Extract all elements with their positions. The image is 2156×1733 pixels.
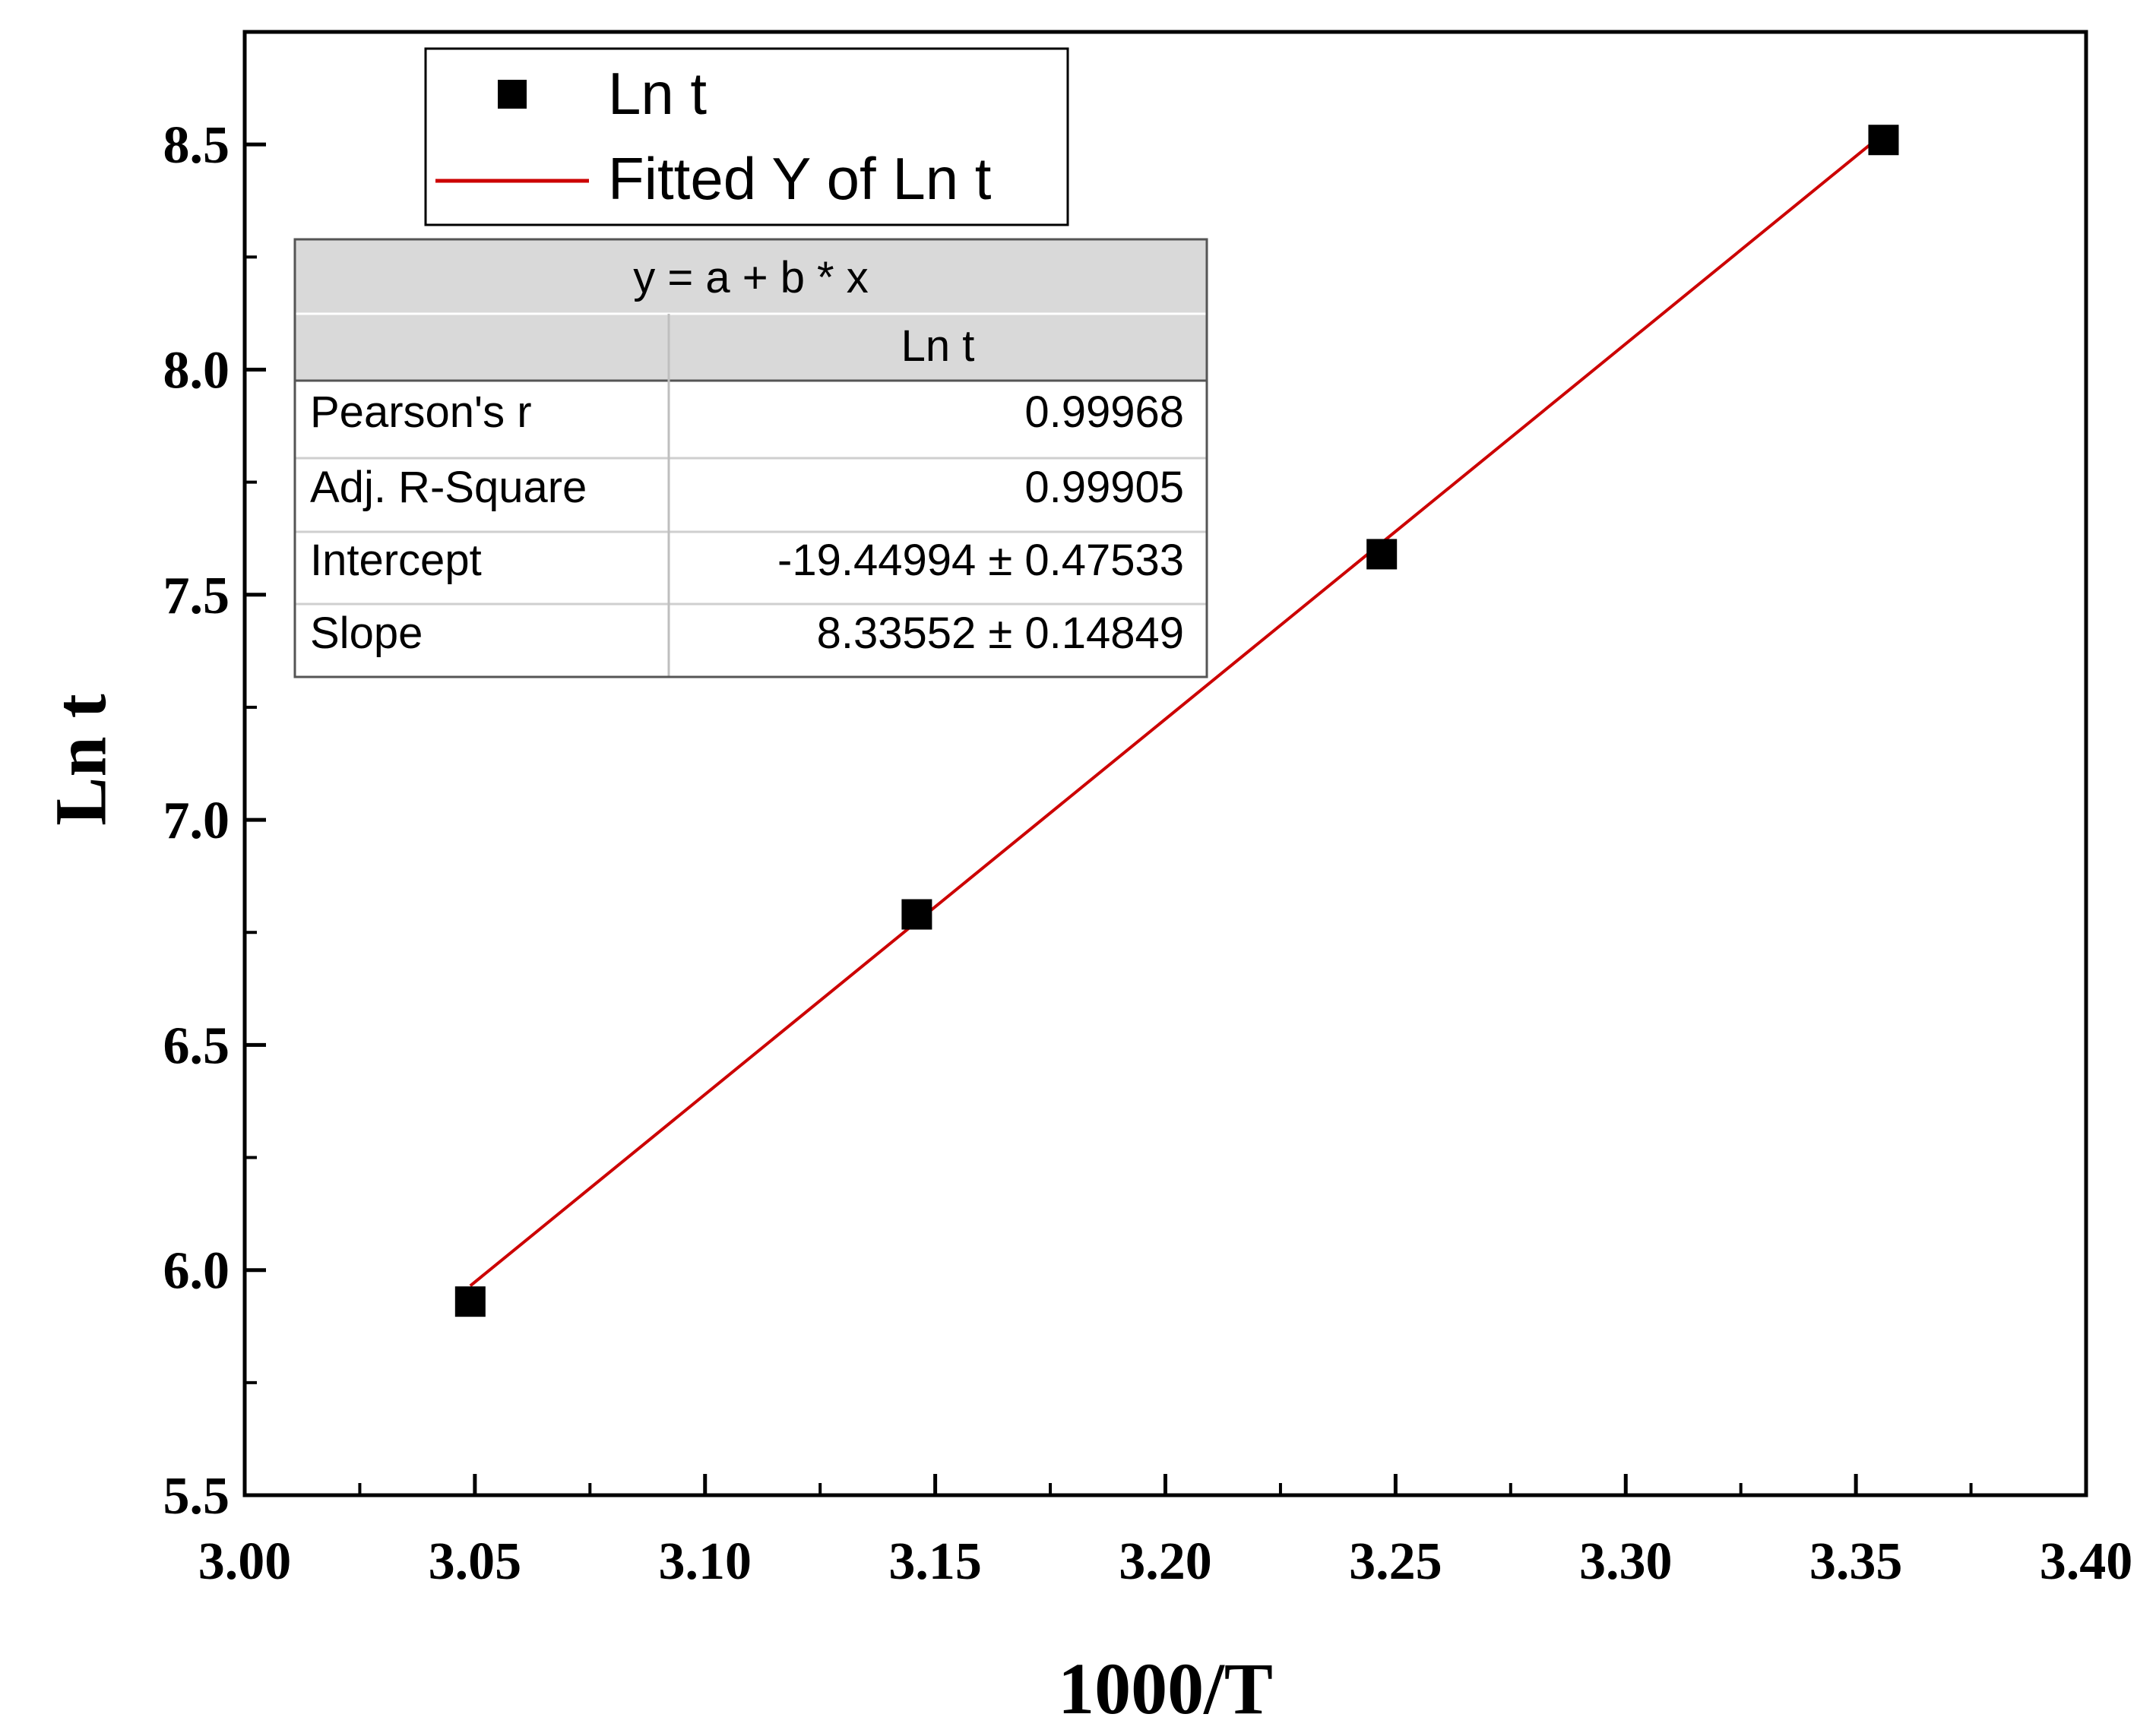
table-body-bg: [295, 381, 1207, 677]
y-axis-ticks: [245, 30, 266, 1497]
data-point: [901, 899, 932, 930]
data-point: [454, 1286, 486, 1317]
table-equation: y = a + b * x: [633, 253, 869, 302]
y-tick-label: 5.5: [163, 1467, 230, 1526]
table-row-value: -19.44994 ± 0.47533: [777, 536, 1184, 585]
fit-line: [469, 132, 1885, 1287]
legend-label-series: Ln t: [608, 60, 707, 127]
x-tick-label: 3.15: [888, 1532, 982, 1591]
x-tick-label: 3.40: [2040, 1532, 2133, 1591]
legend-box: [424, 47, 1069, 226]
scatter-points-layer: [454, 125, 1899, 1317]
table-header-row-bg: [295, 314, 1207, 381]
table-row-label: Intercept: [310, 536, 482, 585]
table-row-value: 0.99968: [1024, 387, 1184, 437]
x-axis-ticks: [242, 1474, 2088, 1495]
x-tick-label: 3.30: [1579, 1532, 1673, 1591]
legend-label-fit: Fitted Y of Ln t: [608, 145, 992, 212]
fit-line-layer: [469, 132, 1885, 1287]
table-equation-row-bg: [295, 239, 1207, 314]
x-axis-title: 1000/T: [1058, 1648, 1273, 1729]
x-tick-label: 3.05: [429, 1532, 522, 1591]
x-axis-tick-labels: 3.00 3.05 3.10 3.15 3.20 3.25 3.30 3.35 3.40: [198, 1532, 2133, 1591]
x-tick-label: 3.00: [198, 1532, 292, 1591]
table-row-label: Adj. R-Square: [310, 463, 587, 512]
x-tick-label: 3.20: [1119, 1532, 1212, 1591]
y-tick-label: 8.0: [163, 341, 230, 400]
x-tick-label: 3.10: [659, 1532, 752, 1591]
y-axis-tick-labels: 5.5 6.0 6.5 7.0 7.5 8.0 8.5: [163, 116, 230, 1526]
legend-marker-square: [498, 80, 527, 109]
table-row-value: 0.99905: [1024, 463, 1184, 512]
y-tick-label: 6.0: [163, 1242, 230, 1301]
x-tick-label: 3.25: [1349, 1532, 1442, 1591]
table-row-label: Slope: [310, 609, 423, 658]
fit-table: y = a + b * x Ln t Pearson's r 0.99968 A…: [293, 238, 1208, 678]
y-tick-label: 6.5: [163, 1017, 230, 1075]
legend: Ln t Fitted Y of Ln t: [424, 47, 1069, 226]
table-row-value: 8.33552 ± 0.14849: [817, 609, 1184, 658]
x-tick-label: 3.35: [1809, 1532, 1903, 1591]
y-tick-label: 7.5: [163, 567, 230, 625]
table-border: [293, 238, 1208, 678]
data-point: [1868, 125, 1899, 156]
table-row-label: Pearson's r: [310, 387, 532, 437]
table-column-header: Ln t: [901, 321, 975, 371]
y-tick-label: 7.0: [163, 792, 230, 850]
data-point: [1366, 539, 1398, 570]
y-axis-title: Ln t: [40, 694, 122, 825]
y-tick-label: 8.5: [163, 116, 230, 175]
